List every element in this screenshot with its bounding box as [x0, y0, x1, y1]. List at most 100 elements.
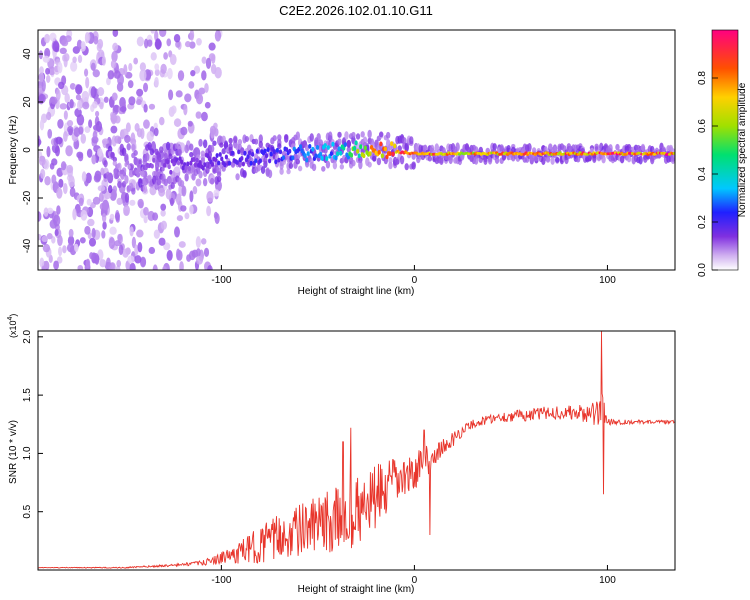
- heatmap-cell: [163, 242, 171, 251]
- heatmap-cell: [288, 162, 294, 169]
- heatmap-cell: [101, 213, 107, 223]
- heatmap-cell: [349, 152, 354, 158]
- heatmap-cell: [207, 265, 213, 270]
- heatmap-cell: [170, 105, 177, 115]
- heatmap-cell: [56, 167, 64, 178]
- heatmap-cell: [39, 66, 44, 75]
- heatmap-cell: [84, 32, 89, 44]
- heatmap-cell: [63, 130, 68, 142]
- heatmap-cell: [195, 93, 204, 105]
- heatmap-cell: [209, 144, 215, 153]
- heatmap-cell: [69, 98, 74, 109]
- heatmap-cell: [92, 69, 100, 78]
- heatmap-cell: [357, 153, 361, 159]
- heatmap-cell: [188, 81, 195, 89]
- heatmap-cell: [275, 147, 279, 153]
- heatmap-cell: [123, 64, 128, 76]
- heatmap-cell: [97, 38, 104, 49]
- heatmap-cell: [77, 265, 84, 270]
- heatmap-cell: [84, 225, 91, 235]
- top-y-axis-label: Frequency (Hz): [8, 116, 19, 185]
- heatmap-cell: [240, 146, 245, 156]
- heatmap-cell: [154, 63, 160, 71]
- heatmap-cell: [102, 221, 107, 230]
- heatmap-cell: [352, 145, 357, 151]
- heatmap-cell: [43, 207, 49, 217]
- heatmap-cell: [181, 185, 187, 197]
- heatmap-cell: [244, 136, 250, 143]
- heatmap-cell: [184, 212, 190, 220]
- heatmap-cell: [128, 63, 133, 72]
- colorbar-label: Normalized spectral amplitude: [737, 82, 748, 217]
- heatmap-cell: [152, 212, 159, 221]
- heatmap-cell: [224, 154, 228, 160]
- heatmap-cell: [123, 204, 130, 216]
- heatmap-cell: [173, 118, 182, 127]
- heatmap-cell: [136, 88, 144, 97]
- heatmap-cell: [147, 174, 152, 181]
- heatmap-cell: [162, 266, 167, 270]
- bottom-x-tick-label: -100: [211, 575, 231, 586]
- heatmap-cell: [555, 157, 560, 163]
- heatmap-cell: [219, 142, 224, 148]
- heatmap-cell: [198, 87, 206, 95]
- heatmap-cell: [163, 162, 167, 168]
- heatmap-cell: [175, 40, 181, 48]
- heatmap-cell: [82, 101, 90, 110]
- heatmap-cell: [57, 61, 63, 74]
- heatmap-cell: [318, 151, 323, 157]
- heatmap-cell: [237, 139, 243, 146]
- heatmap-cell: [91, 154, 97, 165]
- bottom-x-axis-label: Height of straight line (km): [298, 584, 415, 595]
- heatmap-cell: [90, 86, 97, 99]
- heatmap-cell: [230, 150, 235, 156]
- heatmap-cell: [50, 96, 58, 105]
- heatmap-cell: [57, 118, 64, 129]
- heatmap-cell: [196, 37, 202, 46]
- heatmap-cell: [40, 168, 46, 179]
- heatmap-cell: [295, 158, 301, 165]
- heatmap-cell: [372, 155, 377, 162]
- heatmap-cell: [189, 143, 194, 151]
- heatmap-cell: [295, 131, 301, 140]
- heatmap-cell: [332, 161, 338, 170]
- heatmap-cell: [377, 149, 381, 155]
- heatmap-cell: [136, 167, 140, 173]
- heatmap-cell: [134, 255, 142, 264]
- heatmap-cell: [390, 141, 394, 147]
- heatmap-cell: [205, 57, 212, 69]
- heatmap-cell: [227, 160, 232, 166]
- heatmap-cell: [326, 145, 330, 150]
- heatmap-cell: [168, 153, 173, 160]
- heatmap-cell: [253, 138, 259, 145]
- heatmap-cell: [196, 248, 201, 257]
- heatmap-cell: [138, 198, 144, 209]
- heatmap-cell: [175, 248, 181, 261]
- colorbar-tick-label: 0.6: [697, 119, 708, 133]
- heatmap-cell: [75, 94, 81, 101]
- heatmap-cell: [178, 241, 186, 248]
- heatmap-cell: [108, 237, 116, 249]
- heatmap-cell: [107, 184, 113, 194]
- top-x-tick-label: 100: [599, 275, 616, 286]
- heatmap-cell: [127, 80, 134, 89]
- heatmap-cell: [379, 141, 383, 147]
- heatmap-cell: [145, 152, 150, 162]
- heatmap-cell: [249, 160, 253, 166]
- heatmap-cell: [186, 254, 192, 262]
- heatmap-cell: [66, 164, 74, 174]
- heatmap-cell: [80, 209, 88, 221]
- heatmap-cell: [76, 39, 83, 50]
- heatmap-cell: [189, 160, 193, 166]
- heatmap-cell: [44, 47, 51, 59]
- heatmap-cell: [251, 151, 255, 157]
- heatmap-cell: [136, 128, 143, 138]
- heatmap-cell: [77, 54, 83, 64]
- heatmap-cell: [160, 209, 166, 217]
- heatmap-cell: [113, 70, 121, 79]
- heatmap-cell: [60, 161, 67, 171]
- heatmap-cell: [409, 136, 414, 145]
- heatmap-cell: [388, 157, 393, 164]
- svg-text:(x104): (x104): [7, 314, 18, 338]
- top-y-tick-label: 0: [22, 147, 33, 153]
